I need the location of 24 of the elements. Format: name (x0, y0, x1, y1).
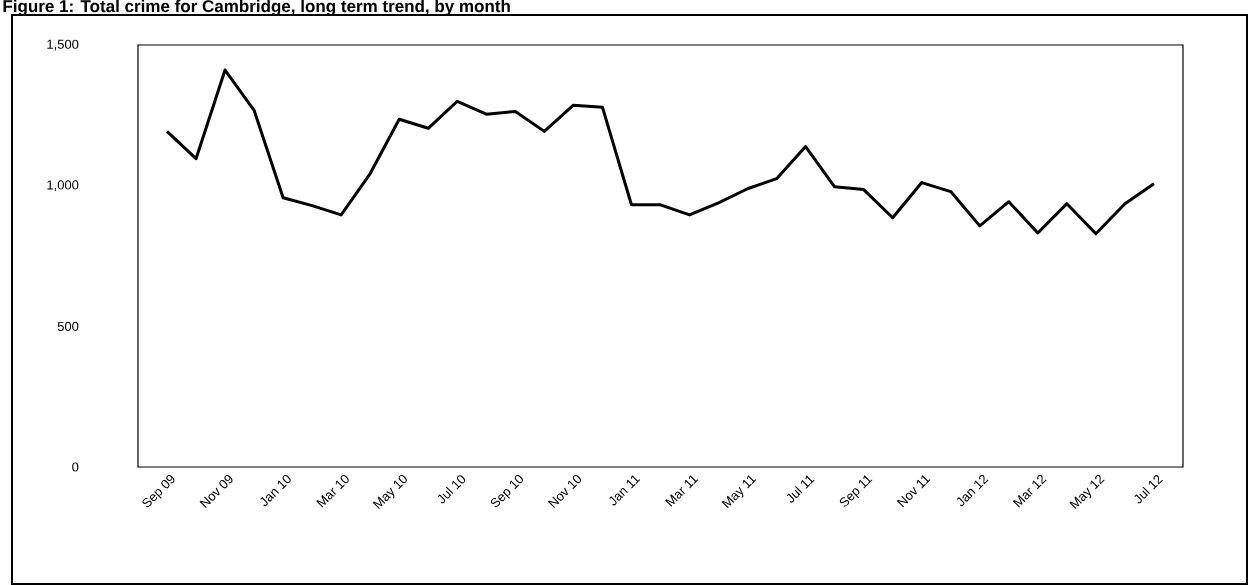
chart-title: Figure 1: Total crime for Cambridge, long term trend, by month (3, 0, 510, 16)
x-tick-label: Jul 12 (1134, 475, 1163, 504)
x-tick-label: Mar 10 (316, 474, 349, 508)
y-tick-label: 500 (57, 321, 79, 331)
x-tick-label: Jul 11 (786, 475, 815, 503)
x-tick-label: Nov 11 (896, 475, 931, 508)
line-series (165, 68, 1156, 236)
x-tick-label: Jul 10 (437, 475, 466, 504)
x-tick-label: May 11 (721, 475, 757, 509)
x-tick-label: Jan 12 (956, 474, 989, 507)
x-tick-label: May 12 (1069, 474, 1105, 510)
x-tick-label: Jan 11 (609, 475, 641, 506)
x-tick-label: May 10 (372, 474, 407, 510)
x-tick-label: Mar 12 (1012, 474, 1047, 508)
x-tick-label: Nov 10 (547, 474, 582, 509)
x-tick-label: Sep 10 (490, 474, 523, 508)
x-tick-label: Sep 09 (142, 474, 175, 508)
y-tick-label: 1,500 (47, 39, 79, 51)
x-tick-label: Mar 11 (665, 475, 699, 507)
y-tick-label: 1,000 (47, 180, 79, 192)
x-tick-label: Nov 09 (199, 474, 233, 509)
y-tick-label: 0 (72, 462, 79, 472)
x-tick-label: Sep 11 (839, 475, 873, 507)
x-tick-label: Jan 10 (260, 474, 291, 507)
